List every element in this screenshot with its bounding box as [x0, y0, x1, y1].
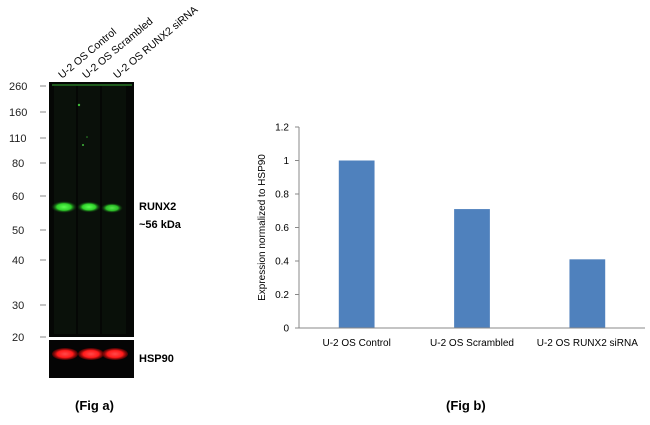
marker-label: 40 — [12, 255, 24, 267]
marker-label: 20 — [12, 332, 24, 344]
bar-chart: Expression normalized to HSP90 0 0.2 0.4 0.… — [240, 100, 650, 370]
marker-label: 160 — [9, 107, 27, 119]
figure-b-caption: (Fig b) — [446, 398, 486, 413]
runx2-band-sirna — [101, 203, 123, 213]
blot-top-edge — [52, 84, 132, 86]
bar — [338, 160, 375, 328]
molecular-weight-markers: 260 160 110 80 60 50 40 30 20 — [9, 81, 46, 344]
hsp90-band-sirna — [102, 348, 128, 360]
hsp90-band-control — [52, 348, 78, 360]
y-tick-label: 0.4 — [275, 257, 289, 268]
blot-speck — [82, 144, 84, 146]
runx2-band-control — [51, 201, 77, 213]
y-tick-label: 1 — [283, 156, 289, 167]
hsp90-band-scrambled — [78, 348, 104, 360]
bar — [454, 209, 490, 328]
blot-speck — [86, 136, 88, 138]
x-tick-label: U-2 OS RUNX2 siRNA — [537, 338, 638, 349]
bar — [569, 259, 606, 328]
marker-label: 260 — [9, 81, 27, 93]
runx2-label: RUNX2 — [139, 201, 176, 213]
y-tick-label: 0 — [283, 324, 289, 335]
x-tick-label: U-2 OS Scrambled — [430, 338, 514, 349]
y-tick-label: 1.2 — [275, 123, 289, 134]
y-tick-label: 0.6 — [275, 223, 289, 234]
y-axis-label: Expression normalized to HSP90 — [257, 154, 268, 301]
marker-label: 80 — [12, 158, 24, 170]
x-axis: U-2 OS Control U-2 OS Scrambled U-2 OS RUN… — [299, 327, 645, 349]
marker-label: 60 — [12, 191, 24, 203]
marker-label: 50 — [12, 225, 24, 237]
y-tick-label: 0.2 — [275, 290, 289, 301]
y-tick-label: 0.8 — [275, 190, 289, 201]
marker-label: 30 — [12, 300, 24, 312]
bars — [338, 160, 606, 328]
x-tick-label: U-2 OS Control — [322, 338, 390, 349]
runx2-size-label: ~56 kDa — [139, 219, 182, 231]
bar-chart-svg: Expression normalized to HSP90 0 0.2 0.4 0.… — [257, 123, 645, 349]
blot-speck — [77, 103, 81, 107]
figure-a-caption: (Fig a) — [75, 398, 114, 413]
marker-label: 110 — [9, 133, 27, 145]
runx2-band-scrambled — [77, 201, 101, 213]
western-blot-figure: U-2 OS Control U-2 OS Scrambled U-2 OS R… — [0, 0, 260, 420]
y-axis: 0 0.2 0.4 0.6 0.8 1 1.2 — [275, 123, 300, 335]
hsp90-label: HSP90 — [139, 353, 174, 365]
western-blot-svg: U-2 OS Control U-2 OS Scrambled U-2 OS R… — [9, 4, 200, 378]
